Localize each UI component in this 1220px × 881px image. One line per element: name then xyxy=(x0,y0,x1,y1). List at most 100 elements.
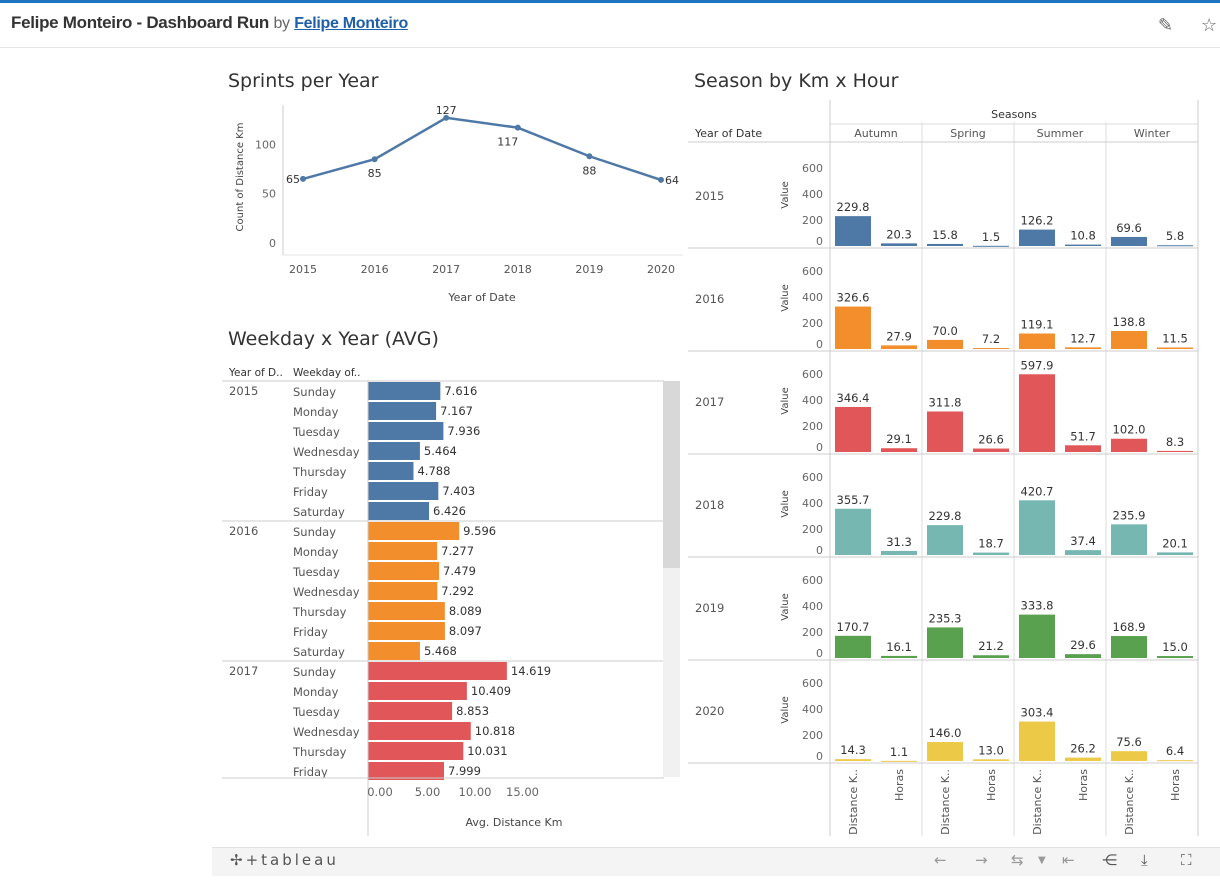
hbar-year-label: 2016 xyxy=(229,524,258,538)
season-label: Spring xyxy=(950,127,986,140)
edit-icon[interactable]: ✎ xyxy=(1158,15,1174,36)
season-y-tick-label: 600 xyxy=(802,162,823,175)
season-bar xyxy=(1111,236,1147,246)
hbar-value-label: 7.479 xyxy=(443,564,476,578)
season-bar xyxy=(1111,438,1147,452)
season-bar-label: 8.3 xyxy=(1166,435,1184,449)
season-measure-label: Distance K.. xyxy=(939,769,952,835)
season-bar-label: 597.9 xyxy=(1021,358,1054,372)
season-measure-label: Distance K.. xyxy=(1123,769,1136,835)
season-bar xyxy=(1019,614,1055,658)
weekday-bar-chart[interactable]: Year of D.. Weekday of.. 2015 Sunday 7.616 Mo… xyxy=(222,360,664,836)
season-bar xyxy=(1065,550,1101,555)
season-y-tick-label: 0 xyxy=(816,441,823,454)
sprints-data-label: 117 xyxy=(497,136,518,149)
line-x-tick-label: 2020 xyxy=(647,263,675,276)
hbar-value-label: 10.031 xyxy=(467,744,507,758)
season-year-label: 2018 xyxy=(695,498,724,512)
season-bar-label: 1.1 xyxy=(890,745,908,759)
season-y-axis-title: Value xyxy=(780,696,791,723)
season-bar-label: 37.4 xyxy=(1070,534,1096,548)
revert-icon[interactable]: ⇆ xyxy=(1011,851,1024,869)
line-x-tick-label: 2019 xyxy=(575,263,603,276)
hbar-year-label: 2017 xyxy=(229,664,258,678)
hbar-value-label: 8.853 xyxy=(456,704,489,718)
reset-icon[interactable]: ⇤ xyxy=(1062,851,1075,869)
hbar-bar xyxy=(368,602,445,620)
hbar-bar xyxy=(368,502,430,520)
line-x-tick-label: 2016 xyxy=(361,263,389,276)
sprints-line-chart[interactable]: 0 50 100 2015 2016 2017 2018 2019 2020 Year of Da… xyxy=(228,95,688,315)
season-bar-label: 333.8 xyxy=(1021,599,1054,613)
hbar-value-label: 10.818 xyxy=(475,724,515,738)
season-y-tick-label: 600 xyxy=(802,677,823,690)
season-year-label: 2016 xyxy=(695,292,724,306)
season-bar xyxy=(835,508,871,555)
line-x-tick-label: 2018 xyxy=(504,263,532,276)
season-bar xyxy=(881,655,917,658)
share-icon[interactable]: ⋲ xyxy=(1102,851,1117,869)
fullscreen-icon[interactable]: ⛶ xyxy=(1181,851,1192,869)
tableau-logo-text: +tableau xyxy=(245,851,339,869)
season-bar xyxy=(881,760,917,762)
line-x-tick-label: 2015 xyxy=(289,263,317,276)
season-label: Autumn xyxy=(854,127,897,140)
season-bar xyxy=(973,655,1009,658)
hbar-bar xyxy=(368,522,460,540)
line-x-axis-title: Year of Date xyxy=(447,291,515,304)
season-bar-label: 75.6 xyxy=(1116,735,1142,749)
line-y-tick-label: 0 xyxy=(269,237,276,250)
season-y-tick-label: 0 xyxy=(816,338,823,351)
season-bar-label: 27.9 xyxy=(886,329,912,343)
hbar-weekday-label: Sunday xyxy=(293,665,336,679)
season-bar-label: 31.3 xyxy=(886,535,912,549)
season-y-axis-title: Value xyxy=(780,490,791,517)
scrollbar-thumb[interactable] xyxy=(663,381,680,568)
hbar-weekday-label: Tuesday xyxy=(292,565,340,579)
season-bar-label: 69.6 xyxy=(1116,221,1142,235)
redo-icon[interactable]: → xyxy=(975,851,988,869)
season-y-tick-label: 600 xyxy=(802,471,823,484)
line-y-axis-title: Count of Distance Km xyxy=(235,123,246,232)
undo-icon[interactable]: ← xyxy=(934,851,947,869)
author-link[interactable]: Felipe Monteiro xyxy=(294,15,408,32)
season-y-tick-label: 600 xyxy=(802,574,823,587)
season-bar-label: 29.1 xyxy=(886,432,912,446)
tableau-logo[interactable]: ✢+tableau xyxy=(230,851,339,869)
season-bar-label: 20.1 xyxy=(1162,536,1188,550)
dropdown-icon[interactable]: ▼ xyxy=(1038,855,1046,866)
hbar-weekday-label: Monday xyxy=(293,405,339,419)
hbar-value-label: 7.292 xyxy=(441,584,474,598)
season-bar-label: 229.8 xyxy=(929,509,962,523)
star-icon[interactable]: ☆ xyxy=(1201,15,1218,36)
season-bar xyxy=(835,759,871,761)
season-chart-title: Season by Km x Hour xyxy=(694,70,899,92)
season-bar-label: 229.8 xyxy=(837,200,870,214)
season-y-tick-label: 200 xyxy=(802,626,823,639)
download-icon[interactable]: ⤓ xyxy=(1141,851,1148,869)
season-bar-label: 26.6 xyxy=(978,433,1004,447)
season-measure-label: Distance K.. xyxy=(847,769,860,835)
season-bar-label: 18.7 xyxy=(978,537,1004,551)
hbar-header-weekday: Weekday of.. xyxy=(293,367,360,379)
hbar-weekday-label: Monday xyxy=(293,685,339,699)
hbar-x-tick-label: 5.00 xyxy=(415,785,441,799)
season-measure-label: Horas xyxy=(1077,769,1090,801)
season-bar-label: 21.2 xyxy=(978,639,1004,653)
season-bar-label: 355.7 xyxy=(837,493,870,507)
tableau-cross-icon: ✢ xyxy=(230,851,246,869)
line-chart-title: Sprints per Year xyxy=(228,70,379,92)
season-label: Winter xyxy=(1134,127,1171,140)
season-bar-label: 11.5 xyxy=(1162,332,1188,346)
hbar-value-label: 7.167 xyxy=(440,404,473,418)
season-bar xyxy=(1157,450,1193,452)
sprints-data-label: 65 xyxy=(286,173,300,186)
season-year-label: 2017 xyxy=(695,395,724,409)
hbar-bar xyxy=(368,742,464,760)
hbar-header-year: Year of D.. xyxy=(228,367,283,379)
season-bar xyxy=(927,627,963,658)
hbar-weekday-label: Tuesday xyxy=(292,425,340,439)
hbar-weekday-label: Thursday xyxy=(292,745,347,759)
season-y-tick-label: 600 xyxy=(802,265,823,278)
season-bar-chart[interactable]: Seasons Year of Date Autumn Spring Summer Win… xyxy=(688,100,1208,836)
